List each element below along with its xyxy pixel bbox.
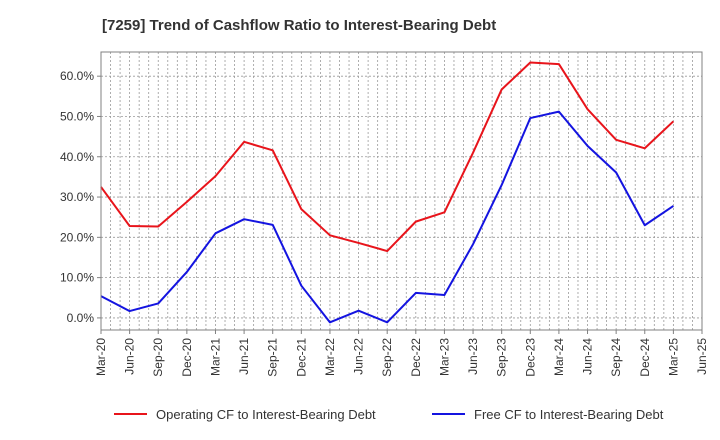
x-tick-label: Dec-20 [180,338,194,377]
x-tick-label: Sep-22 [380,338,394,377]
x-tick-label: Dec-24 [638,338,652,377]
x-tick-label: Sep-23 [495,338,509,377]
x-tick-label: Sep-21 [266,338,280,377]
x-axis-ticks: Mar-20 Jun-20 Sep-20 Dec-20 Mar-21 Jun-21 Sep-… [94,330,709,377]
series-line-2 [100,110,674,324]
y-tick-label: 30.0% [60,190,94,204]
x-tick-label: Sep-24 [609,338,623,377]
legend-label-2: Free CF to Interest-Bearing Debt [474,407,664,422]
x-tick-label: Dec-23 [523,338,537,377]
plot-area [101,52,702,330]
y-tick-label: 40.0% [60,150,94,164]
x-tick-label: Jun-25 [695,338,709,375]
x-tick-label: Mar-24 [552,338,566,376]
chart-title: [7259] Trend of Cashflow Ratio to Intere… [102,17,496,34]
y-tick-label: 60.0% [60,69,94,83]
x-tick-label: Jun-20 [123,338,137,375]
x-tick-label: Jun-24 [581,338,595,375]
x-tick-label: Jun-22 [352,338,366,375]
x-tick-label: Jun-23 [466,338,480,375]
y-tick-label: 20.0% [60,230,94,244]
x-tick-label: Dec-21 [294,338,308,377]
y-axis-ticks: 0.0% 10.0% 20.0% 30.0% 40.0% 50.0% 60.0% [60,69,101,325]
x-tick-label: Mar-20 [94,338,108,376]
x-tick-label: Sep-20 [151,338,165,377]
x-tick-label: Mar-21 [208,338,222,376]
y-tick-label: 0.0% [67,311,95,325]
x-tick-label: Mar-25 [666,338,680,376]
legend: Operating CF to Interest-Bearing Debt Fre… [114,407,664,422]
plot-frame [100,51,703,331]
legend-label-1: Operating CF to Interest-Bearing Debt [156,407,376,422]
x-tick-label: Mar-23 [437,338,451,376]
series-line-1 [100,61,675,253]
series-lines [100,61,675,324]
y-tick-label: 10.0% [60,271,94,285]
x-tick-label: Mar-22 [323,338,337,376]
x-tick-label: Dec-22 [409,338,423,377]
y-tick-label: 50.0% [60,109,94,123]
x-tick-label: Jun-21 [237,338,251,375]
